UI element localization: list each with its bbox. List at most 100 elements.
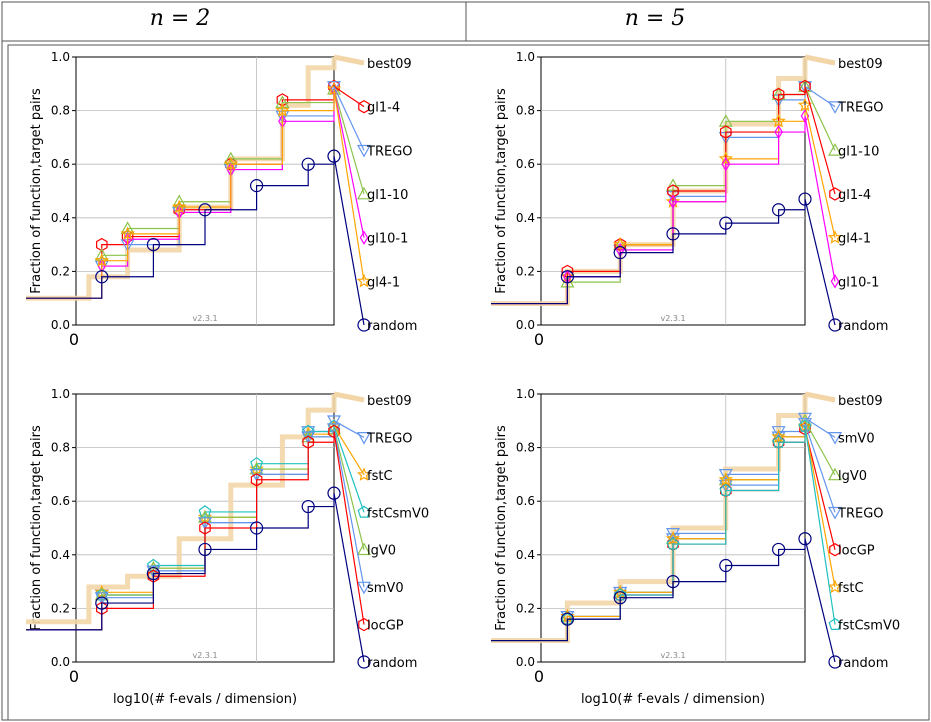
legend-connector-locGP	[333, 431, 365, 625]
chart-panel-3: 0.0 0.2 0.4 0.6 0.8 1.0 0 Fraction of function,…	[26, 387, 429, 707]
data-point-gl1-10	[275, 95, 290, 109]
y-tick-label: 0.8	[516, 104, 535, 118]
legend-connector-random	[804, 538, 836, 663]
legend-marker-fstC	[356, 467, 372, 481]
y-tick-label: 0.8	[51, 441, 70, 455]
legend-marker-TREGO	[356, 144, 372, 158]
legend-marker-gl10-1	[830, 274, 840, 289]
version-label: v2.3.1	[192, 314, 217, 323]
legend-marker-gl1-4	[829, 187, 841, 201]
data-point-random	[666, 574, 680, 589]
legend-marker-gl10-1	[359, 230, 369, 245]
y-axis-label: Fraction of function,target pairs	[494, 88, 509, 294]
series-line-best09	[491, 394, 808, 644]
y-tick-label: 0.6	[51, 157, 70, 171]
legend-marker-lgV0	[356, 542, 372, 556]
legend-marker-fstCsmV0	[357, 505, 371, 518]
y-tick-label: 0.2	[51, 264, 70, 278]
legend-marker-locGP	[829, 543, 841, 557]
series-line-random	[26, 156, 335, 299]
legend-connector-random	[804, 198, 836, 326]
legend-label-best09: best09	[838, 394, 883, 409]
legend-marker-TREGO	[356, 432, 372, 445]
legend-connector-random	[333, 156, 365, 326]
data-point-gl4-1	[718, 151, 733, 165]
legend-label-TREGO: TREGO	[366, 431, 413, 446]
data-point-locGP	[328, 424, 340, 439]
data-point-gl4-1	[275, 103, 290, 117]
legend-marker-random	[357, 655, 371, 669]
data-point-fstC	[718, 472, 733, 486]
column-header-n5: n = 5	[624, 6, 686, 31]
data-point-random	[771, 203, 786, 217]
series-line-gl1-10	[26, 89, 335, 299]
data-point-smV0	[718, 469, 733, 482]
legend-connector-best09	[333, 54, 365, 66]
legend-marker-gl1-4	[358, 100, 370, 114]
legend-connector-locGP	[804, 428, 836, 550]
y-axis-label: Fraction of function,target pairs	[494, 425, 509, 631]
data-point-gl4-1	[94, 253, 109, 267]
data-point-random	[719, 216, 733, 230]
data-point-smV0	[326, 423, 342, 437]
version-label: v2.3.1	[192, 651, 217, 660]
legend-label-gl4-1: gl4-1	[367, 275, 400, 290]
legend-connector-TREGO	[333, 86, 365, 151]
data-point-fstCsmV0	[772, 435, 786, 448]
y-tick-label: 0.0	[51, 655, 70, 669]
data-point-random	[613, 246, 627, 260]
series-line-best09	[26, 394, 337, 625]
series-line-lgV0	[491, 420, 806, 642]
data-point-random	[198, 542, 212, 557]
y-tick-label: 0.8	[51, 104, 70, 118]
data-point-random	[146, 238, 160, 252]
series-line-random	[491, 538, 806, 642]
legend-label-TREGO: TREGO	[837, 101, 884, 116]
plot-area	[75, 393, 335, 663]
legend-connector-lgV0	[804, 420, 836, 476]
data-point-gl10-1	[721, 157, 731, 172]
series-line-lgV0	[26, 428, 335, 631]
legend-label-locGP: locGP	[838, 544, 875, 559]
plot-area	[75, 56, 335, 326]
legend-connector-fstC	[333, 425, 365, 476]
x-axis-label: log10(# f-evals / dimension)	[113, 692, 297, 707]
legend-label-gl4-1: gl4-1	[838, 232, 871, 247]
legend-connector-best09	[804, 391, 836, 403]
legend-marker-lgV0	[827, 467, 843, 481]
data-point-gl1-4	[772, 87, 785, 102]
version-label: v2.3.1	[660, 314, 685, 323]
data-point-random	[666, 227, 680, 241]
y-tick-label: 0.4	[51, 548, 70, 562]
legend-label-TREGO: TREGO	[837, 506, 884, 521]
legend-label-lgV0: lgV0	[367, 544, 396, 559]
data-point-gl4-1	[223, 156, 238, 171]
legend-label-gl1-4: gl1-4	[838, 188, 871, 203]
series-line-best09	[26, 57, 337, 301]
legend-connector-gl1-10	[333, 88, 365, 195]
series-line-best09	[491, 57, 808, 307]
legend-label-gl10-1: gl10-1	[367, 232, 408, 247]
legend-label-best09: best09	[838, 57, 883, 72]
series-line-random	[491, 199, 806, 305]
legend-connector-smV0	[333, 428, 365, 588]
legend-label-random: random	[838, 319, 888, 334]
data-point-fstCsmV0	[719, 483, 733, 496]
legend-label-gl1-10: gl1-10	[367, 188, 408, 203]
data-point-fstCsmV0	[666, 537, 680, 550]
x-axis-label: log10(# f-evals / dimension)	[581, 692, 765, 707]
data-point-gl1-4	[799, 79, 811, 94]
data-point-fstC	[665, 531, 681, 545]
data-point-random	[798, 192, 812, 206]
legend-marker-random	[828, 655, 842, 669]
data-point-random	[146, 566, 160, 581]
plot-area	[540, 56, 806, 326]
inner-border	[7, 44, 930, 721]
data-point-random	[560, 612, 575, 626]
x-tick-label: 0	[69, 330, 79, 349]
y-tick-label: 1.0	[516, 50, 535, 64]
legend-connector-best09	[333, 391, 365, 403]
legend-label-best09: best09	[367, 57, 412, 72]
legend-connector-gl1-10	[804, 86, 836, 151]
